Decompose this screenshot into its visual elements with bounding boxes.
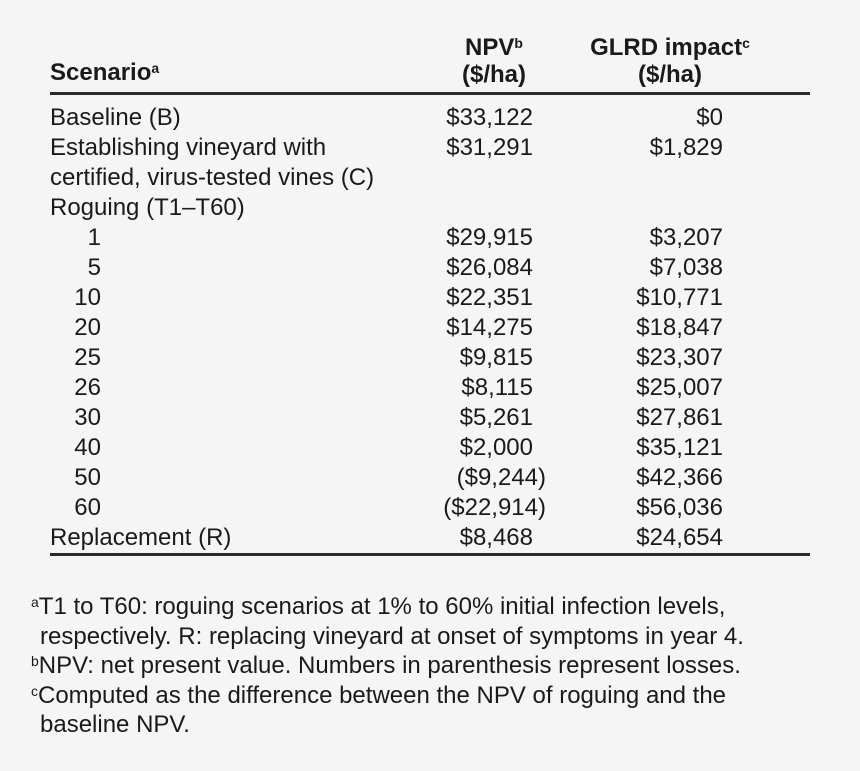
npv-column-header: NPVb ($/ha) — [429, 34, 559, 88]
table-row: 20 $14,275 $18,847 — [50, 313, 810, 343]
scenario-cell: 40 — [50, 433, 430, 463]
scenario-cell: 50 — [50, 463, 430, 493]
footnote-marker-a: a — [151, 60, 160, 76]
npv-cell: ($22,914) — [443, 494, 546, 521]
footnote-text: baseline NPV. — [40, 711, 190, 738]
npv-cell: $8,468 — [459, 524, 533, 551]
impact-header-label: GLRD impact — [590, 34, 743, 61]
scenario-column-header: Scenarioa — [50, 59, 159, 87]
npv-cell: $8,115 — [461, 374, 533, 401]
table-row: 1 $29,915 $3,207 — [50, 223, 810, 253]
impact-cell: $3,207 — [649, 224, 723, 251]
scenario-cell: Baseline (B) — [50, 104, 181, 131]
footnote-line: aT1 to T60: roguing scenarios at 1% to 6… — [31, 592, 843, 622]
footnote-line: respectively. R: replacing vineyard at o… — [31, 622, 843, 652]
table-row: 10 $22,351 $10,771 — [50, 283, 810, 313]
footnote-text: NPV: net present value. Numbers in paren… — [38, 652, 741, 679]
npv-header-label: NPV — [465, 34, 515, 61]
infection-level-value: 26 — [74, 374, 101, 401]
impact-cell: $10,771 — [636, 284, 723, 311]
footnote-line: baseline NPV. — [31, 710, 843, 740]
scenario-cell: Roguing (T1–T60) — [50, 194, 245, 221]
npv-cell: $14,275 — [446, 314, 533, 341]
scenario-cell: 5 — [50, 253, 430, 283]
impact-cell — [533, 193, 723, 223]
scenario-cell: 1 — [50, 223, 430, 253]
footnote-marker-c: c — [742, 35, 750, 51]
infection-level-value: 50 — [74, 464, 101, 491]
scenario-cell: 26 — [50, 373, 430, 403]
npv-cell: $2,000 — [459, 434, 533, 461]
table-row: 40 $2,000 $35,121 — [50, 433, 810, 463]
infection-level-value: 10 — [74, 284, 101, 311]
footnote-marker: c — [31, 682, 38, 699]
scenario-header-label: Scenario — [50, 59, 152, 86]
impact-cell: $27,861 — [636, 404, 723, 431]
scenario-cell: 10 — [50, 283, 430, 313]
scenario-cell: Replacement (R) — [50, 524, 232, 551]
impact-cell: $7,038 — [649, 254, 723, 281]
impact-cell: $24,654 — [636, 524, 723, 551]
footnote-marker-b: b — [514, 35, 523, 51]
impact-cell: $18,847 — [636, 314, 723, 341]
npv-cell: $33,122 — [446, 104, 533, 131]
npv-cell: $26,084 — [446, 254, 533, 281]
impact-cell: $1,829 — [649, 134, 723, 161]
footnotes-block: aT1 to T60: roguing scenarios at 1% to 6… — [31, 592, 843, 740]
npv-cell — [430, 193, 533, 223]
scenario-cell: 20 — [50, 313, 430, 343]
table-body: Baseline (B) $33,122 $0 Establishing vin… — [50, 95, 810, 556]
scenario-cell: 25 — [50, 343, 430, 373]
scenario-table: Scenarioa NPVb ($/ha) GLRD impactc ($/ha… — [50, 0, 810, 556]
footnote-text: Computed as the difference between the N… — [38, 681, 727, 709]
impact-cell: $23,307 — [636, 344, 723, 371]
npv-header-unit: ($/ha) — [461, 61, 526, 88]
footnote-line: bNPV: net present value. Numbers in pare… — [31, 651, 843, 681]
table-row: Establishing vineyard with certified, vi… — [50, 133, 810, 193]
table-header-row: Scenarioa NPVb ($/ha) GLRD impactc ($/ha… — [50, 0, 810, 95]
impact-cell: $42,366 — [636, 464, 723, 491]
npv-cell: $22,351 — [446, 284, 533, 311]
npv-cell: $31,291 — [446, 134, 533, 161]
infection-level-value: 40 — [74, 434, 101, 461]
table-row: Roguing (T1–T60) — [50, 193, 810, 223]
infection-level-value: 20 — [74, 314, 101, 341]
impact-header-unit: ($/ha) — [637, 61, 702, 88]
infection-level-value: 60 — [74, 494, 101, 521]
footnote-text: T1 to T60: roguing scenarios at 1% to 60… — [38, 593, 726, 620]
infection-level-value: 1 — [87, 224, 101, 251]
table-row: Replacement (R) $8,468 $24,654 — [50, 523, 810, 553]
npv-cell: ($9,244) — [456, 464, 546, 491]
table-row: 50 ($9,244) $42,366 — [50, 463, 810, 493]
scenario-cell: Establishing vineyard with certified, vi… — [50, 134, 375, 191]
infection-level-value: 30 — [74, 404, 101, 431]
scenario-cell: 30 — [50, 403, 430, 433]
footnote-marker: a — [31, 594, 39, 610]
npv-cell: $9,815 — [459, 344, 533, 371]
infection-level-value: 5 — [87, 254, 101, 281]
table-row: Baseline (B) $33,122 $0 — [50, 103, 810, 133]
table-row: 25 $9,815 $23,307 — [50, 343, 810, 373]
footnote-text: respectively. R: replacing vineyard at o… — [40, 622, 744, 650]
infection-level-value: 25 — [74, 344, 101, 371]
table-row: 60 ($22,914) $56,036 — [50, 493, 810, 523]
impact-cell: $56,036 — [636, 494, 723, 521]
impact-header-line1: GLRD impactc — [570, 34, 770, 61]
footnote-line: cComputed as the difference between the … — [31, 681, 843, 711]
table-row: 5 $26,084 $7,038 — [50, 253, 810, 283]
scenario-cell: 60 — [50, 493, 430, 523]
impact-column-header: GLRD impactc ($/ha) — [570, 34, 770, 88]
table-row: 26 $8,115 $25,007 — [50, 373, 810, 403]
impact-cell: $35,121 — [636, 434, 723, 461]
impact-cell: $0 — [696, 104, 723, 131]
impact-cell: $25,007 — [636, 374, 723, 401]
npv-header-line1: NPVb — [429, 34, 559, 61]
footnote-marker: b — [31, 653, 39, 669]
npv-cell: $29,915 — [446, 224, 533, 251]
table-row: 30 $5,261 $27,861 — [50, 403, 810, 433]
npv-cell: $5,261 — [459, 404, 533, 431]
